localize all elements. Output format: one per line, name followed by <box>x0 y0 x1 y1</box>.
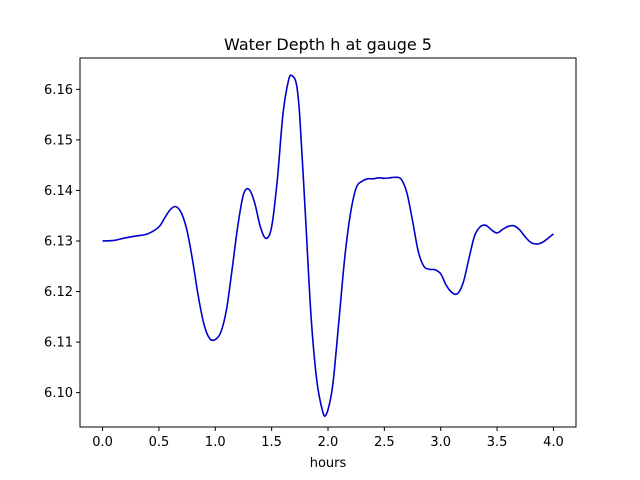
series <box>102 74 554 417</box>
series-line <box>102 74 554 417</box>
y-tick-label: 6.10 <box>44 386 73 401</box>
plot-frame <box>79 57 577 428</box>
y-tick-label: 6.12 <box>44 285 73 300</box>
y-tick-label: 6.11 <box>44 336 73 351</box>
x-axis-label: hours <box>310 456 347 471</box>
ticks: 0.0 0.5 1.0 1.5 2.0 2.5 3.0 3.5 4.0 6.10 6.11 6.12 6… <box>44 83 564 450</box>
x-tick-label: 3.5 <box>487 435 508 450</box>
x-tick-label: 3.0 <box>430 435 451 450</box>
x-tick-label: 0.5 <box>149 435 170 450</box>
x-tick-label: 2.0 <box>318 435 339 450</box>
chart-title: Water Depth h at gauge 5 <box>224 35 432 54</box>
x-tick-label: 1.5 <box>261 435 282 450</box>
x-tick-label: 2.5 <box>374 435 395 450</box>
y-tick-label: 6.15 <box>44 133 73 148</box>
x-tick-label: 4.0 <box>543 435 564 450</box>
y-tick-label: 6.16 <box>44 83 73 98</box>
x-tick-label: 1.0 <box>205 435 226 450</box>
x-tick-label: 0.0 <box>92 435 113 450</box>
y-tick-label: 6.14 <box>44 184 73 199</box>
y-tick-label: 6.13 <box>44 234 73 249</box>
